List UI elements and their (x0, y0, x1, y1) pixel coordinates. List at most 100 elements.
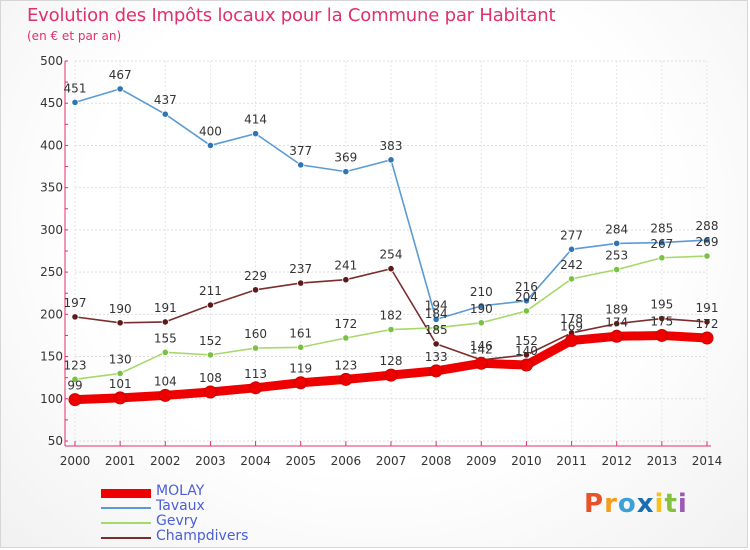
brand-letter: t (664, 489, 678, 519)
x-tick-label: 2013 (647, 454, 678, 468)
data-point (161, 318, 169, 326)
data-point (700, 331, 714, 345)
data-label: 133 (425, 350, 448, 364)
data-point (161, 110, 169, 118)
data-label: 123 (334, 358, 357, 372)
data-point (206, 301, 215, 309)
data-label: 210 (470, 285, 493, 299)
data-point (68, 393, 82, 407)
data-label: 146 (470, 339, 493, 353)
brand-letter: P (584, 489, 605, 519)
data-point (251, 286, 260, 294)
x-tick-label: 2006 (331, 454, 362, 468)
brand-letter: r (604, 489, 618, 519)
legend-label: Tavaux (156, 498, 205, 514)
brand-letter: o (617, 489, 637, 519)
series-line-tavaux (74, 88, 708, 321)
x-tick-label: 2014 (692, 454, 723, 468)
data-point (294, 376, 308, 390)
data-label: 101 (109, 377, 132, 391)
data-label: 104 (154, 374, 177, 388)
data-point (116, 319, 124, 327)
data-point (613, 320, 621, 328)
data-point (703, 236, 711, 244)
data-label: 178 (560, 312, 583, 326)
data-point (387, 156, 395, 164)
data-point (251, 344, 260, 352)
data-point (703, 252, 711, 260)
data-point (655, 328, 669, 342)
data-label: 190 (109, 302, 132, 316)
data-label: 437 (154, 93, 177, 107)
data-point (477, 302, 485, 310)
data-label: 277 (560, 228, 583, 242)
x-tick-label: 2007 (376, 454, 407, 468)
y-tick-label: 500 (40, 54, 63, 68)
data-label: 216 (515, 280, 538, 294)
data-point (567, 275, 576, 283)
data-point (432, 324, 440, 332)
brand-logo: Proxiti (584, 489, 688, 519)
data-point (297, 161, 305, 169)
data-point (116, 369, 124, 378)
data-point (161, 348, 169, 356)
data-label: 128 (380, 354, 403, 368)
data-point (658, 238, 666, 247)
chart-title: Evolution des Impôts locaux pour la Comm… (27, 5, 556, 26)
data-label: 400 (199, 124, 222, 138)
legend-swatch (101, 489, 151, 498)
y-tick-label: 200 (40, 307, 63, 321)
data-label: 369 (334, 151, 357, 165)
data-label: 172 (696, 317, 719, 331)
data-point (432, 340, 440, 348)
data-point (613, 265, 621, 274)
legend-swatch (101, 522, 151, 524)
data-point (206, 141, 215, 150)
data-point (342, 276, 350, 284)
x-tick-label: 2004 (240, 454, 271, 468)
data-label: 161 (289, 326, 312, 340)
data-label: 467 (109, 68, 132, 82)
data-point (387, 325, 395, 334)
data-point (522, 307, 531, 315)
y-tick-label: 100 (40, 392, 63, 406)
data-label: 204 (515, 290, 538, 304)
data-point (703, 318, 711, 326)
data-label: 182 (380, 309, 403, 323)
data-point (116, 85, 124, 93)
data-label: 119 (289, 362, 312, 376)
data-label: 284 (605, 222, 628, 236)
data-label: 241 (334, 259, 357, 273)
data-label: 377 (289, 144, 312, 158)
data-label: 190 (470, 302, 493, 316)
data-label: 414 (244, 113, 267, 127)
data-point (158, 388, 172, 402)
data-label: 267 (650, 237, 673, 251)
data-point (384, 368, 398, 382)
brand-letter: i (677, 489, 688, 519)
data-label: 175 (650, 314, 673, 328)
data-label: 189 (605, 303, 628, 317)
x-tick-label: 2003 (195, 454, 226, 468)
data-point (429, 364, 443, 378)
y-tick-label: 350 (40, 181, 63, 195)
data-point (387, 265, 395, 273)
x-tick-label: 2005 (285, 454, 316, 468)
x-tick-label: 2009 (466, 454, 497, 468)
data-point (249, 381, 263, 395)
data-point (567, 245, 576, 253)
legend-label: MOLAY (156, 483, 205, 499)
data-label: 191 (696, 301, 719, 315)
legend-swatch (101, 537, 151, 539)
data-label: 113 (244, 367, 267, 381)
data-point (522, 297, 531, 305)
data-label: 242 (560, 258, 583, 272)
y-tick-label: 150 (40, 350, 63, 364)
legend-label: Champdivers (156, 528, 249, 544)
data-point (71, 375, 79, 383)
y-tick-label: 50 (48, 434, 63, 448)
data-point (658, 314, 666, 323)
data-point (610, 329, 624, 343)
